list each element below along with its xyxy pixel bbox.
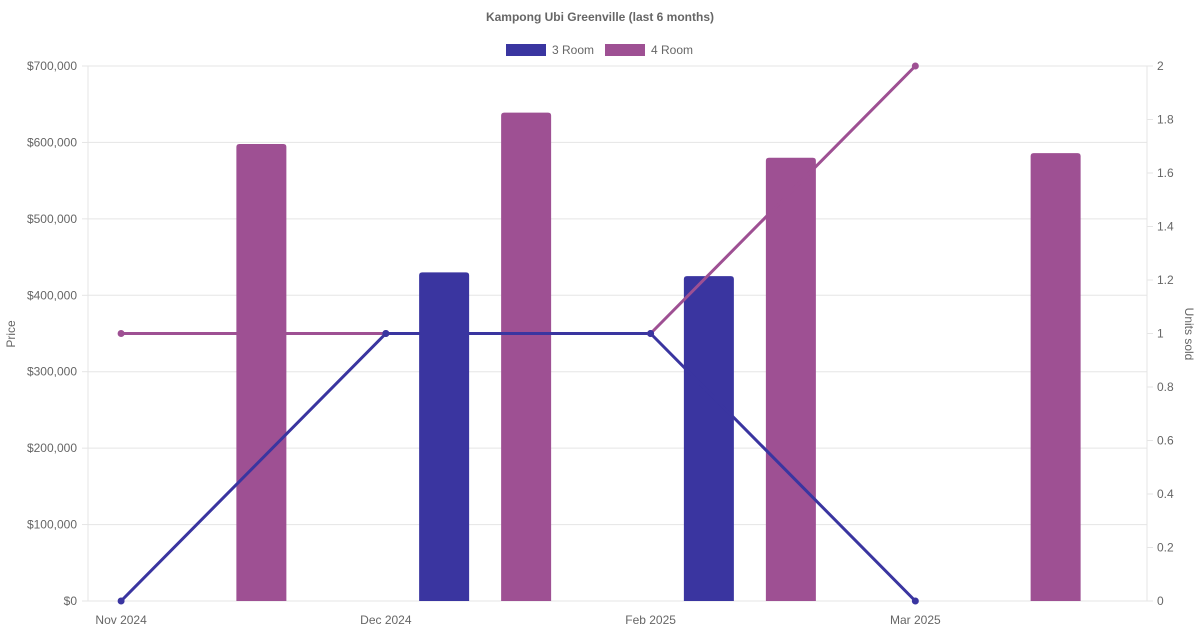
y-left-tick-label: $500,000 [27,212,77,226]
y-right-tick-label: 0.2 [1157,541,1174,555]
data-point[interactable] [382,330,390,337]
y-right-tick-label: 1 [1157,327,1164,341]
legend-swatch[interactable] [506,44,546,56]
legend-label[interactable]: 3 Room [552,43,594,57]
data-point[interactable] [117,330,125,337]
bars [236,112,1081,601]
y-left-tick-label: $300,000 [27,365,77,379]
y-right-tick-label: 2 [1157,59,1164,73]
y-right-tick-label: 1.4 [1157,220,1174,234]
bar[interactable] [236,143,287,601]
y-right-tick-label: 1.2 [1157,273,1174,287]
x-tick-label: Feb 2025 [625,613,676,627]
chart-title: Kampong Ubi Greenville (last 6 months) [486,10,714,24]
y-right-tick-label: 0.8 [1157,380,1174,394]
y-left-tick-label: $700,000 [27,59,77,73]
legend-swatch[interactable] [605,44,645,56]
x-tick-label: Nov 2024 [95,613,147,627]
series-line [120,332,917,603]
legend[interactable]: 3 Room 4 Room [506,43,693,57]
y-left-tick-label: $600,000 [27,135,77,149]
y-axis-left-title: Price [4,320,18,348]
data-point[interactable] [911,62,919,70]
y-axis-right-title: Units sold [1182,308,1196,361]
unit-lines [120,64,917,603]
y-right-tick-label: 1.6 [1157,166,1174,180]
y-left-tick-label: $400,000 [27,288,77,302]
data-point[interactable] [911,597,919,605]
y-axis-left-ticks: $0 $100,000 $200,000 $300,000 $400,000 $500,0… [27,59,88,608]
x-tick-label: Mar 2025 [890,613,941,627]
y-right-tick-label: 1.8 [1157,113,1174,127]
y-right-tick-label: 0.4 [1157,487,1174,501]
legend-label[interactable]: 4 Room [651,43,693,57]
data-point[interactable] [117,597,125,605]
y-right-tick-label: 0.6 [1157,434,1174,448]
x-axis-ticks: Nov 2024 Dec 2024 Feb 2025 Mar 2025 [95,613,941,627]
data-point[interactable] [647,330,655,337]
y-left-tick-label: $100,000 [27,518,77,532]
bar[interactable] [501,112,552,601]
y-left-tick-label: $0 [64,594,78,608]
x-tick-label: Dec 2024 [360,613,412,627]
y-left-tick-label: $200,000 [27,441,77,455]
y-axis-right-ticks: 0 0.2 0.4 0.6 0.8 1 1.2 1.4 1.6 1.8 2 [1147,59,1174,608]
bar[interactable] [683,276,734,601]
bar[interactable] [1030,153,1081,601]
bar[interactable] [419,272,470,601]
bar[interactable] [765,157,816,601]
unit-points [117,62,919,605]
y-right-tick-label: 0 [1157,594,1164,608]
